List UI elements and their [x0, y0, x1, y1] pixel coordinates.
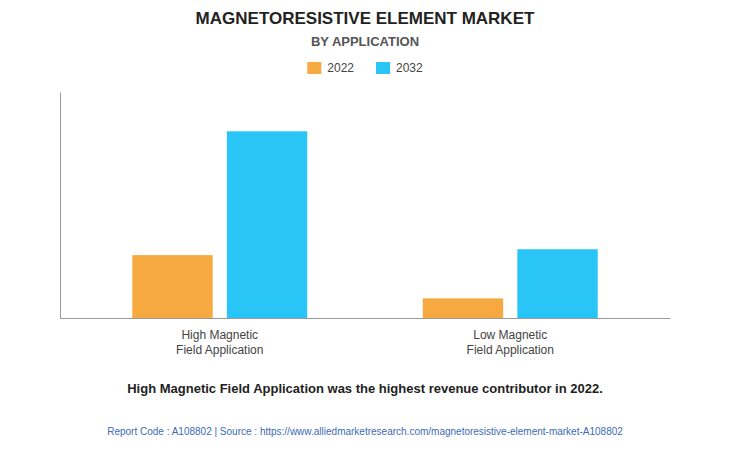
x-tick: High MagneticField Application: [176, 318, 263, 357]
y-axis-line: [60, 93, 61, 319]
x-tick-label-line: Field Application: [467, 343, 554, 357]
x-axis-line: [61, 318, 671, 319]
bar: [517, 249, 597, 318]
bar: [227, 131, 307, 318]
bars: [132, 131, 597, 318]
x-tick-label: Low MagneticField Application: [467, 328, 554, 358]
bar-series: [227, 131, 598, 318]
y-axis: [60, 93, 61, 319]
bar: [132, 255, 212, 318]
x-tick-label-line: High Magnetic: [181, 328, 258, 342]
x-axis: High MagneticField ApplicationLow Magnet…: [61, 318, 671, 357]
legend-label: 2032: [396, 61, 423, 75]
x-tick-label-line: Field Application: [176, 343, 263, 357]
x-tick-label: High MagneticField Application: [176, 328, 263, 358]
subtitle: BY APPLICATION: [311, 34, 419, 49]
bar: [423, 298, 503, 318]
annotation: High Magnetic Field Application was the …: [127, 381, 603, 396]
title: MAGNETORESISTIVE ELEMENT MARKET: [196, 9, 535, 28]
legend-item: 2032: [376, 61, 423, 75]
legend-label: 2022: [327, 61, 354, 75]
x-tick: Low MagneticField Application: [467, 318, 554, 357]
legend: 2022 2032: [307, 61, 423, 75]
legend-item: 2022: [307, 61, 354, 75]
x-tick-label-line: Low Magnetic: [473, 328, 547, 342]
plot: High MagneticField ApplicationLow Magnet…: [61, 93, 671, 358]
legend-swatch: [307, 62, 321, 74]
annotation: Report Code : A108802 | Source : https:/…: [107, 426, 623, 437]
chart: MAGNETORESISTIVE ELEMENT MARKET BY APPLIC…: [0, 0, 730, 453]
legend-swatch: [376, 62, 390, 74]
bar-series: [132, 255, 503, 318]
